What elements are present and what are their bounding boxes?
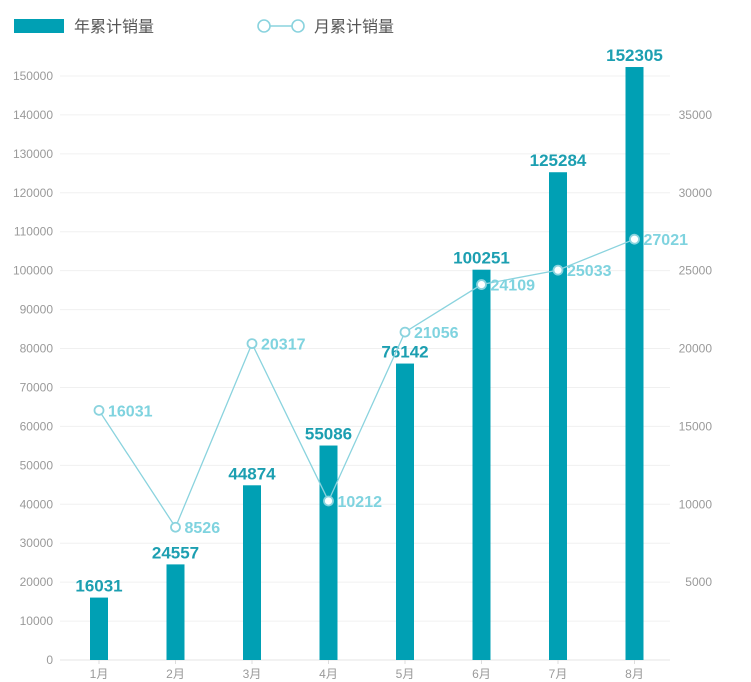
right-tick-label: 25000 [679,264,713,278]
legend-bar-label: 年累计销量 [74,18,154,36]
x-tick-label: 7月 [549,667,568,681]
right-tick-label: 15000 [679,419,713,433]
right-tick-label: 20000 [679,342,713,356]
bar [472,269,491,660]
grid-lines [60,75,670,661]
bar-value-label: 55086 [305,425,352,444]
line-point [476,279,487,290]
line-value-label: 24109 [491,278,536,295]
line-series: 16031 8526 20317 10212 21056 24109 25033 27021 [93,232,689,537]
line-value-label: 27021 [644,232,689,249]
bar [319,445,338,660]
left-tick-label: 140000 [13,108,53,122]
right-tick-label: 35000 [679,108,713,122]
left-tick-label: 10000 [20,614,54,628]
line-path [98,238,635,529]
line-value-label: 10212 [338,494,383,511]
left-tick-label: 130000 [13,147,53,161]
left-tick-label: 150000 [13,69,53,83]
left-tick-label: 40000 [20,497,54,511]
left-tick-label: 20000 [20,575,54,589]
bar [166,564,185,660]
bar [625,67,644,660]
line-value-label: 8526 [185,520,221,537]
left-tick-label: 120000 [13,186,53,200]
x-axis: 1月 2月 3月 4月 5月 6月 7月 8月 [90,660,644,681]
x-tick-label: 5月 [396,667,415,681]
line-point [552,264,564,276]
x-tick-label: 4月 [319,667,338,681]
bar [396,363,414,660]
bar-value-label: 125284 [530,151,587,170]
line-value-label: 25033 [567,263,612,280]
left-tick-label: 80000 [20,342,54,356]
left-tick-label: 110000 [14,225,53,239]
line-point [246,338,258,349]
bar-value-label: 152305 [606,46,663,65]
right-tick-label: 5000 [685,575,712,589]
legend-bar-swatch [14,19,64,33]
left-tick-label: 50000 [20,458,54,472]
line-value-label: 16031 [108,403,153,420]
bar [549,172,567,660]
line-point [323,495,334,507]
x-tick-label: 8月 [625,667,644,681]
x-tick-label: 6月 [472,667,491,681]
left-tick-label: 70000 [20,380,54,394]
bar [90,597,108,660]
bar-value-label: 44874 [228,464,276,483]
bar-value-label: 24557 [152,543,199,562]
right-tick-label: 30000 [679,186,713,200]
left-tick-label: 30000 [20,536,54,550]
left-tick-label: 0 [46,653,53,667]
line-point [399,326,411,338]
line-point [170,521,181,533]
left-tick-label: 100000 [13,264,53,278]
bar-value-label: 16031 [75,577,122,596]
line-value-label: 21056 [414,325,459,342]
line-point [629,233,640,245]
legend-line-label: 月累计销量 [314,18,394,36]
left-y-axis: 0 10000 20000 30000 40000 50000 60000 70000 8000… [13,69,53,667]
right-y-axis: 5000 10000 15000 20000 25000 30000 35000 [679,108,713,589]
legend-line-marker [291,19,305,33]
bar-value-label: 100251 [453,249,510,268]
left-tick-label: 60000 [20,419,54,433]
legend-line-marker [257,19,271,33]
x-tick-label: 3月 [243,667,262,681]
bar-value-label: 76142 [381,343,428,362]
line-value-label: 20317 [261,337,306,354]
x-tick-label: 2月 [166,667,185,681]
bar-series: 16031 24557 44874 55086 76142 100251 125284 152… [75,46,663,660]
right-tick-label: 10000 [679,497,713,511]
legend[interactable]: 年累计销量 月累计销量 [14,18,394,36]
left-tick-label: 90000 [20,303,54,317]
x-tick-label: 1月 [90,667,109,681]
line-point [93,404,105,416]
bar [243,485,261,660]
